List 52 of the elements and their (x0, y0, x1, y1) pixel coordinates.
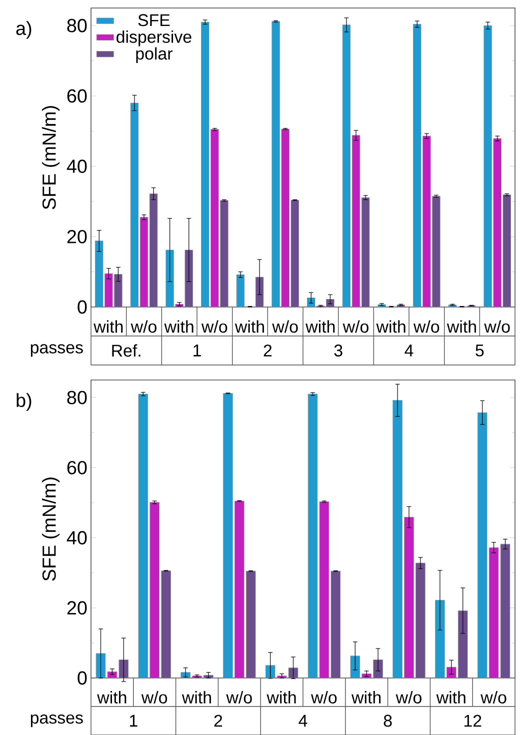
x-tick-label: w/o (141, 691, 168, 704)
y-axis-title: SFE (mN/m) (42, 106, 60, 210)
text: 2 (214, 714, 222, 727)
x-tick-label: w/o (413, 320, 440, 333)
x-tick-label: with (446, 320, 476, 333)
y-tick-label: 20 (67, 601, 87, 615)
x-tick-label: with (306, 320, 335, 333)
x-tick-label: w/o (226, 691, 252, 704)
y-tick-label: 60 (67, 89, 87, 103)
y-axis-title: SFE (mN/m) (42, 478, 60, 581)
x-tick-label: w/o (342, 320, 368, 333)
legend-label: polar (136, 47, 172, 64)
y-tick-label: 80 (67, 18, 87, 32)
text: 1 (194, 344, 201, 356)
x-axis-title: passes (30, 344, 83, 357)
x-tick-label: with (436, 691, 466, 704)
y-tick-label: 60 (67, 460, 87, 474)
text: 5 (476, 344, 484, 356)
y-tick-label: 0 (78, 671, 87, 685)
text: a) (16, 21, 32, 39)
x-tick-label: w/o (272, 320, 298, 333)
x-tick-label: with (94, 320, 123, 333)
x-tick-label: with (266, 691, 296, 704)
text: 3 (334, 344, 342, 356)
text: b) (16, 393, 32, 411)
text: 1 (130, 714, 138, 727)
legend-label: dispersive (116, 30, 192, 46)
text: Ref. (112, 344, 140, 357)
y-tick-label: 40 (66, 160, 87, 173)
x-tick-label: with (97, 691, 126, 704)
x-tick-label: with (182, 691, 211, 704)
x-tick-label: with (352, 691, 381, 704)
text: 8 (384, 714, 392, 727)
x-tick-label: w/o (484, 320, 510, 333)
x-tick-label: w/o (201, 320, 228, 333)
x-tick-label: with (164, 320, 194, 333)
text: 12 (464, 714, 482, 727)
x-axis-title: passes (30, 714, 83, 728)
x-tick-label: with (234, 320, 264, 333)
y-tick-label: 80 (67, 390, 87, 404)
y-tick-label: 40 (66, 531, 87, 544)
text: 2 (264, 344, 272, 356)
x-tick-label: w/o (480, 691, 506, 704)
x-tick-label: w/o (130, 320, 156, 333)
x-tick-label: with (376, 320, 406, 333)
y-tick-label: 20 (67, 230, 87, 244)
legend-label: SFE (138, 14, 170, 26)
x-tick-label: w/o (310, 691, 337, 704)
y-tick-label: 0 (78, 300, 87, 314)
text: 4 (298, 714, 308, 727)
text: 4 (404, 344, 414, 356)
x-tick-label: w/o (396, 691, 422, 704)
